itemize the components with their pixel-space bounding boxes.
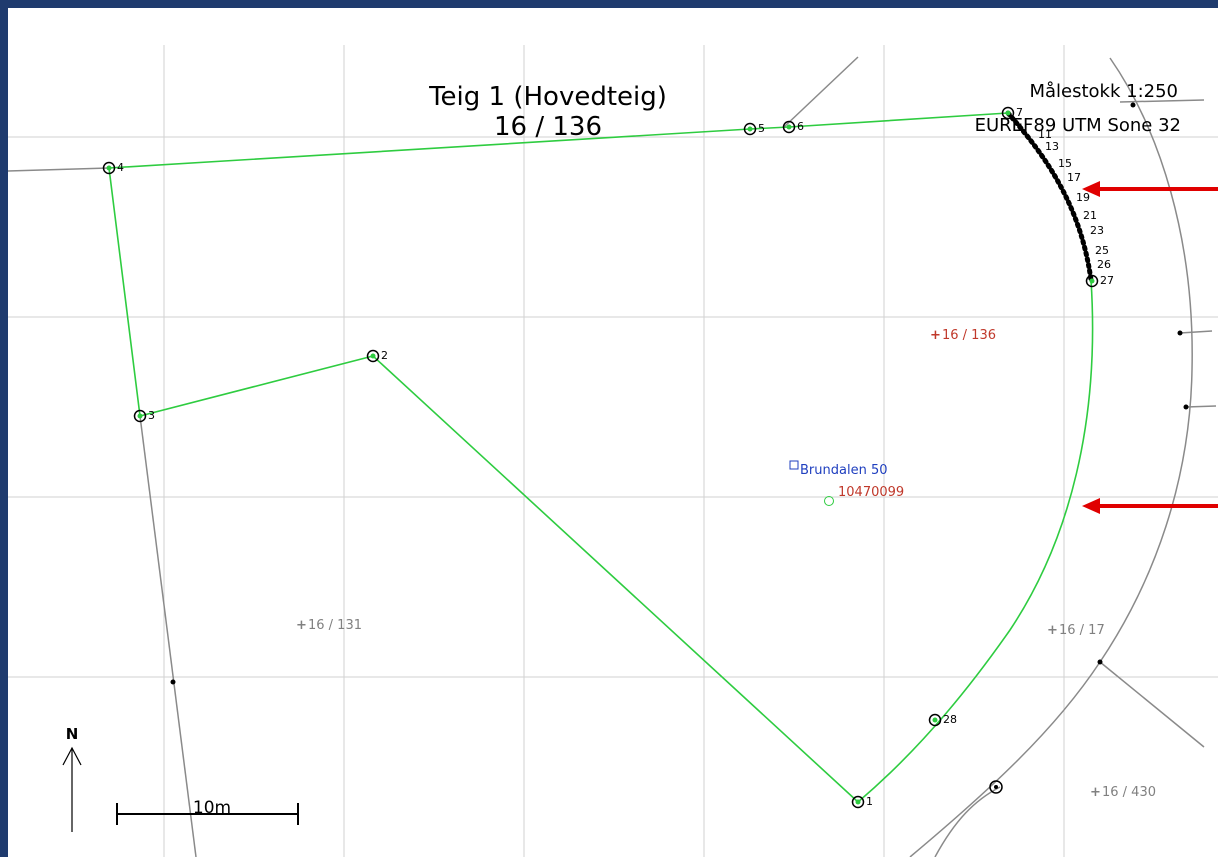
svg-text:+: + [1090, 785, 1101, 800]
arrow-boundary-arc [1082, 498, 1218, 514]
building-marker [824, 496, 834, 506]
crs-text: EUREF89 UTM Sone 32 [975, 115, 1181, 136]
grid-lines [8, 45, 1218, 857]
point-label-23: 23 [1090, 224, 1104, 237]
parcel-labels: + 16 / 136 + 16 / 131 + 16 / 17 + 16 / 4… [296, 328, 1156, 800]
point-label-2: 2 [381, 349, 388, 362]
parcel-label-16-136: 16 / 136 [942, 328, 996, 343]
parcel-label-16-131: 16 / 131 [308, 618, 362, 633]
svg-text:+: + [1047, 623, 1058, 638]
curve-segment-7-27 [1005, 110, 1094, 283]
point-label-5: 5 [758, 122, 765, 135]
point-label-26: 26 [1097, 258, 1111, 271]
point-label-17: 17 [1067, 171, 1081, 184]
point-label-21: 21 [1083, 209, 1097, 222]
parcel-boundary [108, 112, 1094, 803]
map-title: Teig 1 (Hovedteig) [428, 82, 667, 112]
annotation-arrows [1082, 181, 1218, 514]
address-label: Brundalen 50 [800, 463, 887, 478]
point-label-7: 7 [1016, 106, 1023, 119]
scale-text: Målestokk 1:250 [1029, 81, 1178, 102]
north-label: N [66, 725, 79, 743]
building-id-label: 10470099 [838, 485, 904, 500]
cadastral-map: 1 2 3 4 5 6 7 11 13 15 17 19 21 23 25 26… [8, 45, 1218, 857]
point-label-28: 28 [943, 713, 957, 726]
survey-marker [989, 780, 1003, 794]
svg-text:+: + [930, 328, 941, 343]
map-subtitle: 16 / 136 [494, 112, 602, 142]
scale-bar [116, 803, 299, 825]
parcel-label-16-430: 16 / 430 [1102, 785, 1156, 800]
point-label-6: 6 [797, 120, 804, 133]
point-label-13: 13 [1045, 140, 1059, 153]
point-label-25: 25 [1095, 244, 1109, 257]
point-label-15: 15 [1058, 157, 1072, 170]
address-marker [789, 460, 799, 470]
scale-bar-label: 10m [193, 798, 231, 818]
neighbor-vertices [170, 102, 1189, 685]
point-label-19: 19 [1076, 191, 1090, 204]
svg-text:+: + [296, 618, 307, 633]
neighbor-boundaries [8, 56, 1217, 857]
map-frame: 1 2 3 4 5 6 7 11 13 15 17 19 21 23 25 26… [8, 8, 1218, 857]
point-label-4: 4 [117, 161, 124, 174]
parcel-label-16-17: 16 / 17 [1059, 623, 1105, 638]
point-labels: 1 2 3 4 5 6 7 11 13 15 17 19 21 23 25 26… [117, 106, 1114, 808]
point-label-27: 27 [1100, 274, 1114, 287]
point-label-1: 1 [866, 795, 873, 808]
point-label-3: 3 [148, 409, 155, 422]
arrow-curve-points [1082, 181, 1218, 197]
point-label-11: 11 [1038, 128, 1052, 141]
boundary-points [102, 106, 1099, 809]
north-arrow: N [62, 725, 82, 832]
